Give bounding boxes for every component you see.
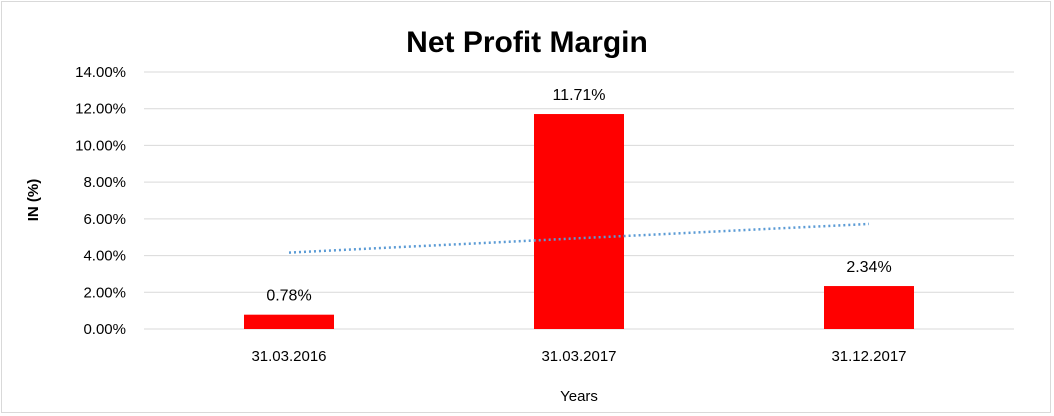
- x-tick-label: 31.03.2017: [541, 348, 616, 365]
- trendline-path: [288, 222, 870, 254]
- y-tick-label: 4.00%: [83, 248, 126, 265]
- y-tick-label: 6.00%: [83, 211, 126, 228]
- data-labels: 0.78% 11.71% 2.34%: [266, 87, 891, 305]
- data-label: 2.34%: [846, 259, 891, 276]
- data-label: 11.71%: [552, 87, 605, 104]
- x-axis-ticks: 31.03.2016 31.03.2017 31.12.2017: [251, 348, 906, 365]
- y-tick-label: 2.00%: [83, 284, 126, 301]
- bar: [824, 286, 914, 329]
- bar: [534, 114, 624, 329]
- chart-title: Net Profit Margin: [406, 26, 648, 59]
- y-tick-label: 14.00%: [75, 64, 126, 81]
- x-axis-label: Years: [560, 388, 598, 405]
- y-tick-label: 0.00%: [83, 321, 126, 338]
- bar: [244, 314, 334, 329]
- y-axis-ticks: 0.00% 2.00% 4.00% 6.00% 8.00% 10.00% 12.00% 14.…: [75, 64, 126, 338]
- x-tick-label: 31.12.2017: [831, 348, 906, 365]
- y-axis-label: IN (%): [25, 179, 42, 222]
- trendline: [288, 222, 870, 254]
- y-tick-label: 10.00%: [75, 137, 126, 154]
- bars: [244, 114, 914, 329]
- x-tick-label: 31.03.2016: [251, 348, 326, 365]
- y-tick-label: 8.00%: [83, 174, 126, 191]
- data-label: 0.78%: [266, 288, 311, 305]
- y-tick-label: 12.00%: [75, 101, 126, 118]
